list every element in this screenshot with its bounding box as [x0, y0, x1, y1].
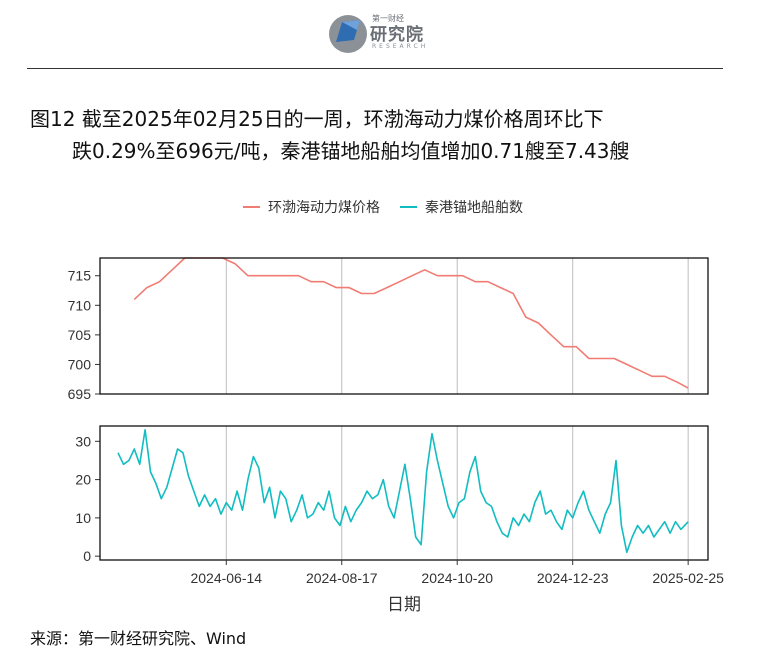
panel-frame-bottom	[99, 425, 709, 561]
panel-bottom: 0 10 20 30	[75, 425, 709, 564]
logo-emblem-icon	[329, 15, 367, 53]
y-tick-label-1: 0	[83, 548, 91, 564]
panel-frame-top	[99, 257, 709, 395]
logo-small-text: 第一财经	[372, 14, 404, 23]
y-tick-label-2: 700	[68, 356, 92, 372]
legend-label-2: 秦港锚地船舶数	[425, 200, 523, 216]
logo-english-text: RESEARCH	[372, 43, 429, 50]
legend-label-1: 环渤海动力煤价格	[268, 200, 380, 216]
chart-legend: 环渤海动力煤价格 秦港锚地船舶数	[243, 200, 523, 216]
y-tick-label-3: 705	[68, 327, 92, 343]
figure-title: 图12 截至2025年02月25日的一周，环渤海动力煤价格周环比下 跌0.29%…	[30, 103, 630, 167]
figure-title-line2: 跌0.29%至696元/吨，秦港锚地船舶均值增加0.71艘至7.43艘	[72, 139, 630, 163]
y-tick-label-2: 10	[75, 510, 91, 526]
header-divider	[27, 68, 723, 69]
y-tick-label-5: 715	[68, 268, 92, 284]
y-tick-label-1: 695	[68, 386, 92, 402]
x-tick-label-3: 2024-10-20	[421, 570, 493, 586]
x-tick-label-2: 2024-08-17	[306, 570, 378, 586]
brand-logo: 第一财经 研究院 RESEARCH	[326, 12, 436, 60]
figure-title-line1: 图12 截至2025年02月25日的一周，环渤海动力煤价格周环比下	[30, 107, 604, 131]
x-axis: 2024-06-14 2024-08-17 2024-10-20 2024-12-23…	[190, 560, 724, 615]
x-tick-label-4: 2024-12-23	[537, 570, 609, 586]
logo-main-text: 研究院	[370, 25, 424, 45]
x-tick-label-5: 2025-02-25	[652, 570, 724, 586]
y-tick-label-3: 20	[75, 472, 91, 488]
series-line-2	[117, 429, 689, 554]
series-line-1	[133, 257, 689, 389]
y-tick-label-4: 710	[68, 297, 92, 313]
source-note: 来源：第一财经研究院、Wind	[30, 629, 247, 648]
x-tick-label-1: 2024-06-14	[190, 570, 262, 586]
panel-top: 695 700 705 710 715	[68, 257, 709, 402]
y-tick-label-4: 30	[75, 433, 91, 449]
x-axis-title: 日期	[387, 595, 421, 615]
